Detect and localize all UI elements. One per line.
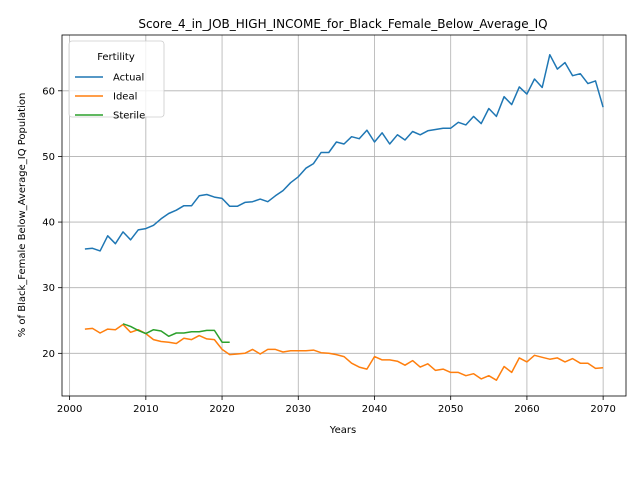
y-tick-label: 50	[42, 152, 55, 163]
y-tick-label: 60	[42, 86, 55, 97]
series-line-sterile	[122, 323, 230, 343]
y-tick-label: 30	[42, 283, 55, 294]
x-tick-label: 2070	[590, 404, 615, 415]
chart-title: Score_4_in_JOB_HIGH_INCOME_for_Black_Fem…	[138, 17, 547, 31]
x-tick-label: 2050	[438, 404, 463, 415]
x-tick-label: 2010	[133, 404, 158, 415]
y-axis-label: % of Black_Female Below_Average_IQ Popul…	[17, 93, 28, 338]
x-tick-label: 2020	[209, 404, 234, 415]
legend-label-sterile: Sterile	[113, 111, 145, 122]
y-tick-label: 40	[42, 218, 55, 229]
x-axis: 2000 2010 2020 2030 2040 2050 2060 2070	[57, 396, 616, 415]
x-axis-label: Years	[329, 425, 356, 436]
series-layer	[84, 53, 604, 381]
plot-area-frame	[61, 34, 627, 397]
y-axis: 20 30 40 50 60	[42, 86, 62, 360]
series-line-actual	[84, 53, 604, 252]
legend-label-actual: Actual	[113, 73, 144, 84]
legend-box	[68, 40, 165, 118]
x-tick-label: 2000	[57, 404, 82, 415]
series-line-ideal	[84, 323, 604, 381]
x-tick-label: 2030	[286, 404, 311, 415]
legend: Fertility Actual Ideal Sterile	[68, 40, 165, 122]
legend-title: Fertility	[97, 52, 135, 63]
y-tick-label: 20	[42, 349, 55, 360]
x-tick-label: 2040	[362, 404, 387, 415]
grid-lines	[62, 35, 626, 396]
x-tick-label: 2060	[514, 404, 539, 415]
legend-label-ideal: Ideal	[113, 92, 137, 103]
